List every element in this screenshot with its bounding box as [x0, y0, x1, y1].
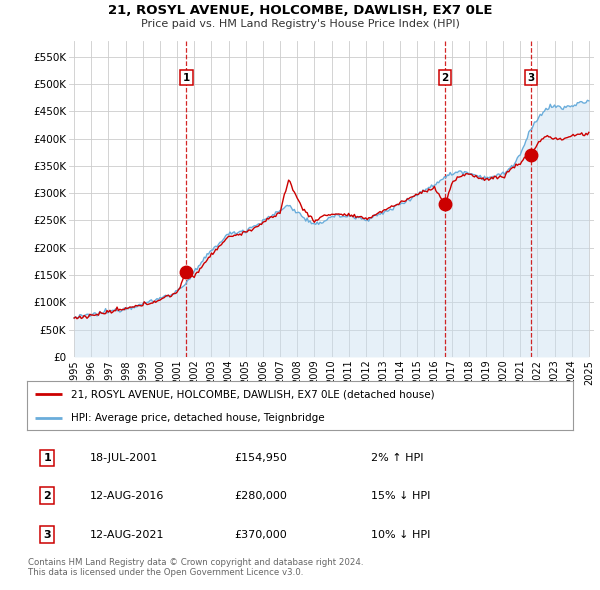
- Text: 1: 1: [43, 453, 51, 463]
- Text: 12-AUG-2016: 12-AUG-2016: [90, 491, 164, 500]
- Text: HPI: Average price, detached house, Teignbridge: HPI: Average price, detached house, Teig…: [71, 414, 325, 424]
- Text: £280,000: £280,000: [235, 491, 287, 500]
- Text: 1: 1: [183, 73, 190, 83]
- Text: £370,000: £370,000: [235, 530, 287, 539]
- Text: 10% ↓ HPI: 10% ↓ HPI: [371, 530, 430, 539]
- Text: 2: 2: [43, 491, 51, 500]
- Text: £154,950: £154,950: [235, 453, 287, 463]
- Text: 3: 3: [43, 530, 51, 539]
- Text: 3: 3: [527, 73, 535, 83]
- Text: 15% ↓ HPI: 15% ↓ HPI: [371, 491, 430, 500]
- Text: 18-JUL-2001: 18-JUL-2001: [90, 453, 158, 463]
- Text: Price paid vs. HM Land Registry's House Price Index (HPI): Price paid vs. HM Land Registry's House …: [140, 19, 460, 29]
- Text: 21, ROSYL AVENUE, HOLCOMBE, DAWLISH, EX7 0LE (detached house): 21, ROSYL AVENUE, HOLCOMBE, DAWLISH, EX7…: [71, 389, 434, 399]
- Text: 12-AUG-2021: 12-AUG-2021: [90, 530, 164, 539]
- Text: 2% ↑ HPI: 2% ↑ HPI: [371, 453, 424, 463]
- Text: 21, ROSYL AVENUE, HOLCOMBE, DAWLISH, EX7 0LE: 21, ROSYL AVENUE, HOLCOMBE, DAWLISH, EX7…: [108, 4, 492, 17]
- Text: 2: 2: [442, 73, 449, 83]
- Text: Contains HM Land Registry data © Crown copyright and database right 2024.
This d: Contains HM Land Registry data © Crown c…: [28, 558, 364, 577]
